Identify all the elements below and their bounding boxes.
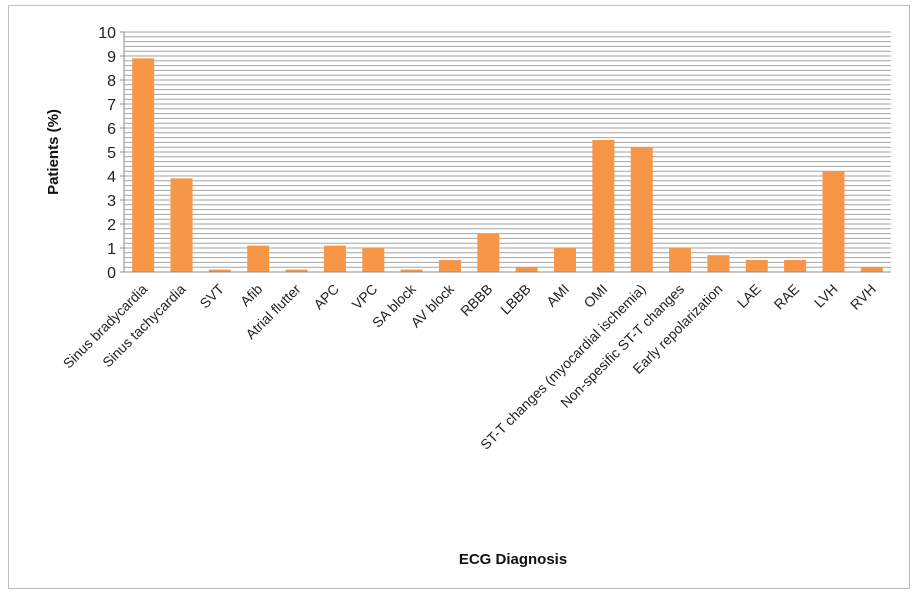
bar [630,147,653,272]
y-tick-label: 8 [107,73,116,90]
y-tick-label: 7 [107,97,116,114]
y-tick-label: 6 [107,121,116,138]
bar [860,267,883,272]
x-category-label: SVT [196,280,227,311]
bar [323,245,346,272]
x-category-label: LAE [734,281,764,311]
gridlines [124,31,891,268]
bar [400,269,423,272]
bar [515,267,538,272]
bar [247,245,270,272]
x-axis-title: ECG Diagnosis [459,551,567,568]
x-category-label: LVH [811,281,841,311]
x-category-label: AV block [407,280,457,330]
y-tick-label: 2 [107,217,116,234]
y-tick-label: 5 [107,145,116,162]
y-tick-label: 3 [107,193,116,210]
bar [554,248,577,272]
x-category-label: Afib [237,281,266,310]
y-axis-title: Patients (%) [45,109,62,195]
bar [208,269,231,272]
bar [438,260,461,272]
y-tick-label: 4 [107,169,116,186]
bar [707,255,730,272]
x-category-label: RAE [771,281,803,313]
bar [669,248,692,272]
bar [592,140,615,272]
bar [285,269,308,272]
bar [132,58,155,273]
chart-frame [8,5,910,589]
bar [477,233,500,272]
x-category-label: OMI [580,281,610,311]
x-category-label: LBBB [497,281,534,318]
y-axis-ticks: 0 1 2 3 4 5 6 7 8 9 10 [98,25,124,282]
bar [822,171,845,272]
bar [745,260,768,272]
bars [132,58,883,273]
x-category-label: AMI [543,281,572,310]
bar [170,178,193,272]
x-category-label: APC [310,281,342,313]
y-tick-label: 10 [98,25,116,42]
bar [362,248,385,272]
bar [784,260,807,272]
y-tick-label: 0 [107,265,116,282]
x-category-label: VPC [349,281,381,313]
x-category-label: RBBB [457,281,495,319]
y-tick-label: 9 [107,49,116,66]
x-category-label: RVH [847,281,879,313]
y-tick-label: 1 [107,241,116,258]
